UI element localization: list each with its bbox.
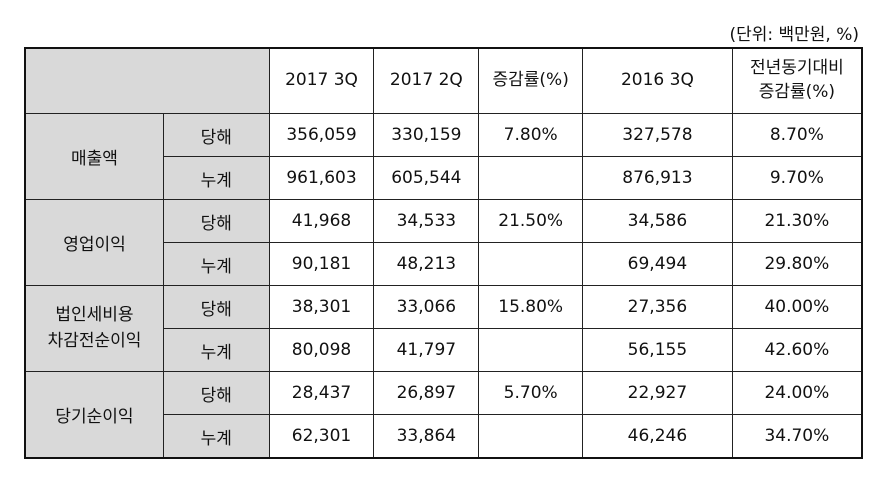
cell-value: 33,864 (373, 414, 480, 459)
sub-label: 당해 (162, 371, 270, 415)
header-2017-2q: 2017 2Q (373, 47, 480, 114)
table-row: 당기순이익 당해 28,437 26,897 5.70% 22,927 24.0… (24, 371, 863, 459)
cell-value (478, 328, 584, 372)
unit-note: (단위: 백만원, %) (729, 25, 859, 45)
cell-value: 69,494 (582, 242, 733, 286)
header-yoy-line2: 증감률(%) (758, 82, 836, 102)
table-row: 누계 62,301 33,864 46,246 34.70% (25, 414, 863, 459)
cell-value: 605,544 (373, 156, 480, 200)
cell-value: 22,927 (582, 371, 733, 415)
header-change-rate: 증감률(%) (478, 47, 584, 114)
table-row: 법인세비용 차감전순이익 당해 38,301 33,066 15.80% 27,3… (24, 285, 863, 372)
cell-value: 33,066 (373, 285, 480, 329)
cell-value: 9.70% (731, 156, 863, 200)
cell-value: 7.80% (478, 113, 584, 157)
table-row: 영업이익 당해 41,968 34,533 21.50% 34,586 21.3… (24, 199, 863, 286)
cell-value: 356,059 (268, 113, 375, 157)
cell-value: 26,897 (373, 371, 480, 415)
cell-value: 90,181 (268, 242, 375, 286)
cell-value: 21.50% (478, 199, 584, 243)
category-revenue: 매출액 (24, 113, 164, 200)
cell-value: 961,603 (268, 156, 375, 200)
cell-value: 15.80% (478, 285, 584, 329)
cell-value: 48,213 (373, 242, 480, 286)
cell-value: 8.70% (731, 113, 863, 157)
cell-value: 40.00% (731, 285, 863, 329)
table-row: 매출액 당해 356,059 330,159 7.80% 327,578 8.7… (24, 113, 863, 200)
cell-value: 34,586 (582, 199, 733, 243)
sub-label: 누계 (162, 328, 270, 372)
cell-value (478, 242, 584, 286)
table-row: 누계 90,181 48,213 69,494 29.80% (25, 242, 863, 286)
sub-label: 누계 (162, 156, 270, 200)
cell-value: 56,155 (582, 328, 733, 372)
cell-value: 38,301 (268, 285, 375, 329)
cell-value: 41,968 (268, 199, 375, 243)
header-corner-cell (24, 47, 270, 114)
sub-label: 누계 (162, 242, 270, 286)
cell-value: 330,159 (373, 113, 480, 157)
sub-label: 당해 (162, 113, 270, 157)
cell-value: 21.30% (731, 199, 863, 243)
category-pretax-income: 법인세비용 차감전순이익 (24, 285, 164, 372)
sub-label: 당해 (162, 199, 270, 243)
cell-value (478, 414, 584, 459)
cell-value: 62,301 (268, 414, 375, 459)
category-operating-profit: 영업이익 (24, 199, 164, 286)
financial-table: 2017 3Q 2017 2Q 증감률(%) 2016 3Q 전년동기대비 증감… (24, 47, 863, 459)
cell-value: 327,578 (582, 113, 733, 157)
cell-value: 80,098 (268, 328, 375, 372)
cell-value (478, 156, 584, 200)
header-row: 2017 3Q 2017 2Q 증감률(%) 2016 3Q 전년동기대비 증감… (24, 47, 863, 114)
header-yoy-change-rate: 전년동기대비 증감률(%) (731, 47, 863, 114)
cell-value: 5.70% (478, 371, 584, 415)
cell-value: 876,913 (582, 156, 733, 200)
table-row: 누계 961,603 605,544 876,913 9.70% (25, 156, 863, 200)
cell-value: 29.80% (731, 242, 863, 286)
header-yoy-line1: 전년동기대비 (749, 58, 844, 79)
cell-value: 34,533 (373, 199, 480, 243)
sub-label: 당해 (162, 285, 270, 329)
cell-value: 28,437 (268, 371, 375, 415)
table-row: 누계 80,098 41,797 56,155 42.60% (25, 328, 863, 372)
cell-value: 42.60% (731, 328, 863, 372)
category-net-income: 당기순이익 (24, 371, 164, 459)
cell-value: 27,356 (582, 285, 733, 329)
cell-value: 46,246 (582, 414, 733, 459)
cell-value: 34.70% (731, 414, 863, 459)
cell-value: 41,797 (373, 328, 480, 372)
cell-value: 24.00% (731, 371, 863, 415)
header-2016-3q: 2016 3Q (582, 47, 733, 114)
header-2017-3q: 2017 3Q (268, 47, 375, 114)
sub-label: 누계 (162, 414, 270, 459)
